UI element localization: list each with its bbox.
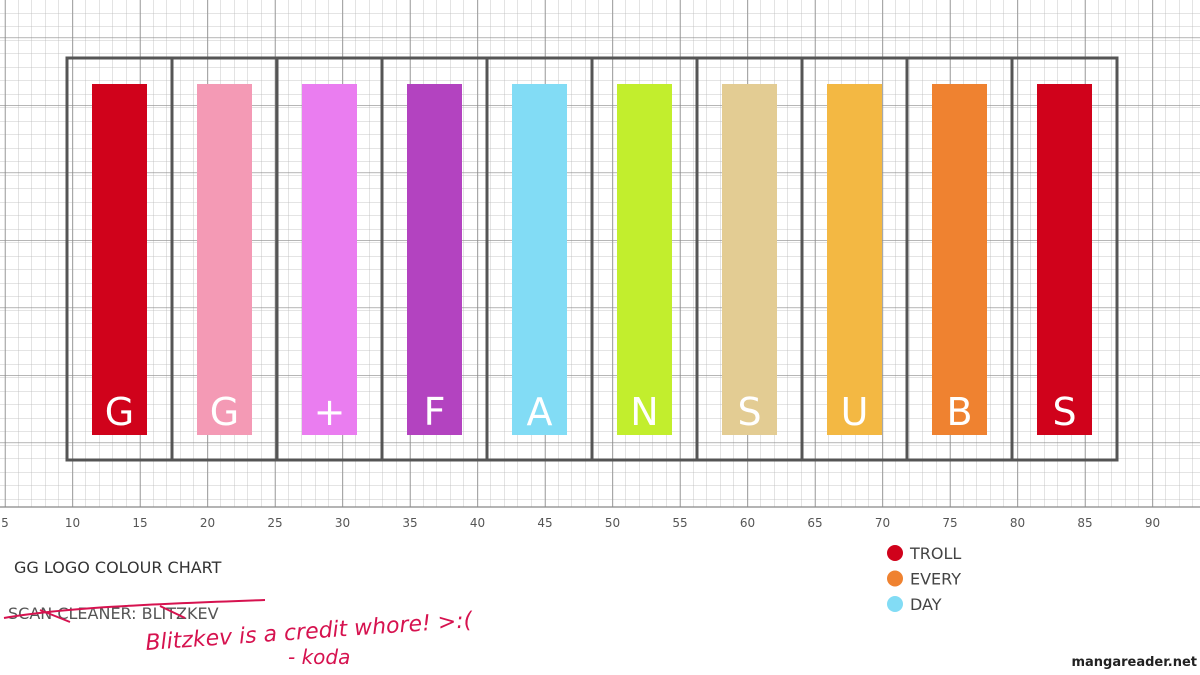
chart-title: GG LOGO COLOUR CHART bbox=[14, 558, 222, 577]
legend-dot bbox=[887, 545, 903, 561]
ruler-label: 90 bbox=[1145, 516, 1160, 530]
scribble bbox=[3, 599, 266, 623]
bar-letter: F bbox=[424, 390, 446, 434]
bar-letter: G bbox=[105, 390, 134, 434]
ruler-label: 85 bbox=[1077, 516, 1092, 530]
ruler-label: 50 bbox=[605, 516, 620, 530]
ruler-label: 55 bbox=[672, 516, 687, 530]
legend: TROLL EVERY DAY bbox=[887, 544, 961, 614]
bar-letter: N bbox=[630, 390, 658, 434]
legend-dot bbox=[887, 596, 903, 612]
ruler-label: 60 bbox=[740, 516, 755, 530]
ruler-label: 5 bbox=[1, 516, 9, 530]
colour-bar bbox=[827, 84, 882, 435]
bar-letter: B bbox=[946, 390, 972, 434]
colour-bar bbox=[512, 84, 567, 435]
legend-label: TROLL bbox=[909, 544, 961, 563]
ruler: 5 10 15 20 25 30 35 40 45 50 55 60 65 70 75 80 85 90 bbox=[1, 516, 1160, 530]
grid-major bbox=[0, 0, 1200, 507]
bar-letter: S bbox=[1052, 390, 1076, 434]
ruler-label: 15 bbox=[132, 516, 147, 530]
ruler-label: 10 bbox=[65, 516, 80, 530]
ruler-label: 70 bbox=[875, 516, 890, 530]
colour-bar bbox=[302, 84, 357, 435]
bar-letter: G bbox=[210, 390, 239, 434]
legend-dot bbox=[887, 570, 903, 587]
colour-bar bbox=[617, 84, 672, 435]
ruler-label: 45 bbox=[537, 516, 552, 530]
colour-bar bbox=[932, 84, 987, 435]
bar-letter: A bbox=[527, 390, 553, 434]
colour-bar bbox=[1037, 84, 1092, 435]
bar-letter: U bbox=[841, 390, 869, 434]
ruler-label: 20 bbox=[200, 516, 215, 530]
bar-letter: S bbox=[737, 390, 761, 434]
watermark: mangareader.net bbox=[1071, 655, 1197, 670]
ruler-label: 25 bbox=[267, 516, 282, 530]
colour-bar bbox=[92, 84, 147, 435]
ruler-label: 40 bbox=[470, 516, 485, 530]
bar-row: G G + F A N S U B S bbox=[65, 56, 1119, 462]
ruler-label: 30 bbox=[335, 516, 350, 530]
ruler-label: 75 bbox=[942, 516, 957, 530]
colour-bar bbox=[197, 84, 252, 435]
colour-bar bbox=[722, 84, 777, 435]
legend-label: EVERY bbox=[910, 570, 961, 589]
legend-label: DAY bbox=[910, 595, 942, 614]
colour-bar bbox=[407, 84, 462, 435]
bar-letter: + bbox=[314, 390, 346, 434]
ruler-label: 65 bbox=[807, 516, 822, 530]
signature: - koda bbox=[288, 645, 350, 669]
ruler-label: 35 bbox=[402, 516, 417, 530]
ruler-label: 80 bbox=[1010, 516, 1025, 530]
